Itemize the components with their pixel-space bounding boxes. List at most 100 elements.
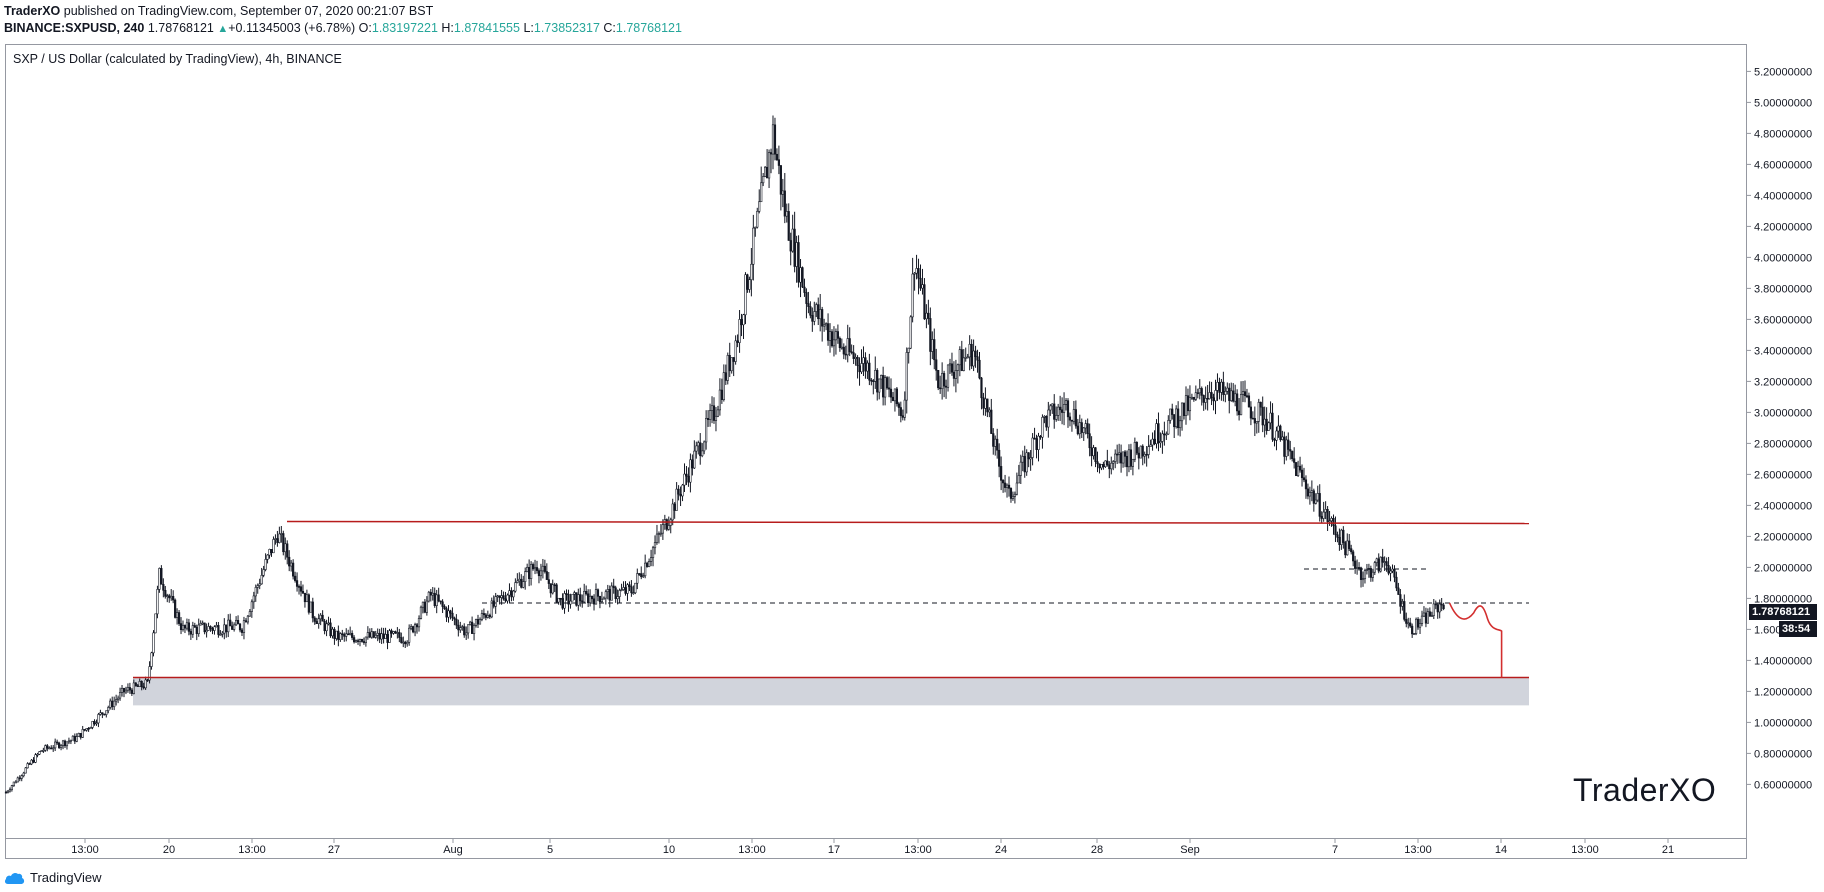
- candle: [54, 738, 57, 752]
- candle: [1043, 415, 1046, 424]
- candle: [213, 625, 216, 635]
- candle: [551, 579, 554, 595]
- candle: [24, 767, 27, 774]
- close-label: C:: [603, 21, 616, 35]
- candle: [913, 272, 916, 291]
- candle: [986, 398, 989, 418]
- candle: [36, 752, 39, 758]
- candle: [1320, 511, 1323, 523]
- candle: [77, 732, 80, 737]
- candle: [1236, 389, 1239, 416]
- candle: [728, 342, 731, 378]
- projection-path[interactable]: [1448, 602, 1503, 678]
- candle: [46, 744, 49, 752]
- candle: [484, 612, 487, 621]
- candle: [384, 627, 387, 639]
- candle: [531, 562, 535, 571]
- candle: [752, 214, 755, 281]
- candle: [889, 378, 893, 403]
- candle: [28, 762, 31, 765]
- candle: [701, 443, 704, 458]
- candle: [227, 614, 230, 638]
- candle: [823, 318, 826, 332]
- y-tick-label: 1.20000000: [1754, 686, 1812, 698]
- candle: [229, 613, 232, 627]
- candle: [189, 628, 192, 640]
- candle: [307, 593, 310, 615]
- candle: [146, 678, 149, 682]
- candle: [1277, 415, 1280, 438]
- candle: [693, 440, 696, 469]
- candle: [1057, 403, 1060, 421]
- candle: [185, 618, 189, 631]
- candle: [1283, 431, 1286, 465]
- candle: [862, 346, 865, 377]
- candle: [179, 617, 183, 635]
- y-tick-label: 1.00000000: [1754, 717, 1812, 729]
- candle: [524, 567, 527, 590]
- candle: [1037, 432, 1040, 462]
- candle: [1015, 472, 1018, 496]
- candle: [563, 590, 566, 614]
- candle: [988, 407, 991, 418]
- candle: [1194, 385, 1197, 401]
- candle: [1096, 451, 1099, 473]
- candle: [565, 589, 568, 601]
- candle: [215, 621, 218, 628]
- candle: [1381, 548, 1384, 568]
- candle: [952, 361, 956, 387]
- candle: [1116, 444, 1119, 465]
- candle: [1094, 447, 1097, 468]
- candle: [803, 278, 806, 297]
- candle: [1359, 566, 1363, 588]
- author-name[interactable]: TraderXO: [4, 4, 61, 18]
- candle: [1314, 493, 1317, 505]
- candle: [510, 587, 513, 602]
- candle: [710, 396, 714, 424]
- candle: [343, 632, 346, 642]
- candle: [455, 614, 458, 629]
- candle: [1344, 540, 1347, 559]
- candle: [681, 483, 684, 502]
- candle: [573, 590, 576, 601]
- candle: [754, 226, 757, 237]
- candle: [1434, 600, 1437, 610]
- candle: [6, 789, 10, 794]
- candle: [960, 340, 963, 372]
- candle: [59, 744, 63, 751]
- candle: [811, 307, 814, 332]
- candle: [699, 433, 702, 465]
- candle: [577, 588, 580, 611]
- candle: [1196, 388, 1199, 399]
- candle: [323, 618, 326, 635]
- candle: [732, 357, 735, 377]
- resistance-line[interactable]: [286, 520, 1530, 525]
- candle: [539, 563, 543, 581]
- candle: [1316, 485, 1319, 503]
- candle: [130, 688, 133, 697]
- candle: [840, 338, 843, 350]
- tradingview-logo[interactable]: TradingView: [4, 870, 102, 885]
- candle: [502, 591, 505, 601]
- candle: [242, 616, 246, 640]
- candle: [1100, 464, 1103, 471]
- candle: [911, 257, 914, 323]
- y-tick-label: 2.20000000: [1754, 531, 1812, 543]
- candle: [244, 618, 248, 623]
- candle: [396, 627, 399, 639]
- candle: [909, 315, 912, 350]
- candle: [1082, 427, 1085, 441]
- candle: [201, 620, 204, 626]
- candle: [954, 359, 957, 393]
- candle: [964, 347, 967, 362]
- candle: [697, 440, 700, 455]
- candle: [990, 398, 993, 434]
- candle: [1003, 474, 1007, 493]
- candle: [750, 247, 753, 297]
- candle: [1169, 408, 1172, 424]
- candle: [836, 324, 839, 344]
- candle: [1167, 415, 1170, 435]
- candle: [1007, 476, 1011, 497]
- candle: [1255, 420, 1258, 434]
